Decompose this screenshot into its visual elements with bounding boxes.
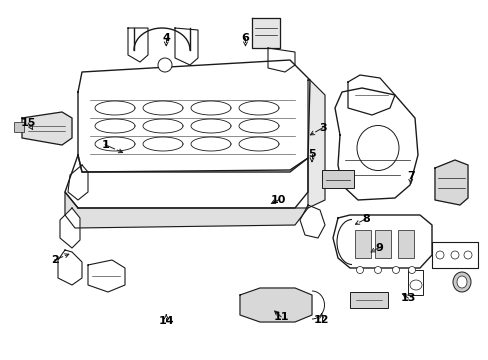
Polygon shape [307, 80, 325, 208]
Polygon shape [431, 242, 477, 268]
Polygon shape [58, 250, 82, 285]
Bar [397, 230, 413, 258]
Polygon shape [68, 165, 88, 200]
Text: 5: 5 [307, 149, 315, 159]
Bar [14, 122, 24, 132]
Text: 10: 10 [270, 195, 286, 205]
Polygon shape [347, 75, 394, 115]
Circle shape [158, 58, 172, 72]
Text: 14: 14 [158, 316, 174, 326]
Polygon shape [434, 160, 467, 205]
Polygon shape [334, 88, 417, 200]
Circle shape [374, 266, 381, 274]
Bar [349, 292, 387, 308]
Polygon shape [332, 215, 431, 268]
Text: 13: 13 [400, 293, 415, 303]
Circle shape [407, 266, 415, 274]
Text: 2: 2 [51, 255, 59, 265]
Ellipse shape [456, 276, 466, 288]
Polygon shape [78, 60, 309, 172]
Ellipse shape [452, 272, 470, 292]
Polygon shape [60, 208, 80, 248]
Polygon shape [65, 155, 307, 208]
Text: 7: 7 [406, 171, 414, 181]
Polygon shape [251, 18, 280, 48]
Polygon shape [88, 260, 125, 292]
Circle shape [450, 251, 458, 259]
Bar [407, 270, 422, 295]
Ellipse shape [409, 280, 421, 290]
Bar [374, 230, 390, 258]
Text: 4: 4 [162, 33, 170, 43]
Text: 9: 9 [374, 243, 382, 253]
Ellipse shape [356, 126, 398, 171]
Text: 3: 3 [318, 123, 326, 133]
Text: 12: 12 [313, 315, 329, 325]
Bar [321, 170, 353, 188]
Polygon shape [267, 48, 294, 72]
Circle shape [356, 266, 363, 274]
Text: 15: 15 [20, 118, 36, 128]
Polygon shape [22, 112, 72, 145]
Circle shape [463, 251, 471, 259]
Circle shape [435, 251, 443, 259]
Text: 1: 1 [101, 140, 109, 150]
Polygon shape [65, 192, 307, 228]
Circle shape [392, 266, 399, 274]
Bar [354, 230, 370, 258]
Polygon shape [128, 28, 148, 62]
Polygon shape [175, 28, 198, 65]
Text: 8: 8 [361, 214, 369, 224]
Polygon shape [299, 205, 325, 238]
Text: 6: 6 [241, 33, 249, 43]
Text: 11: 11 [273, 312, 288, 322]
Polygon shape [240, 288, 311, 322]
